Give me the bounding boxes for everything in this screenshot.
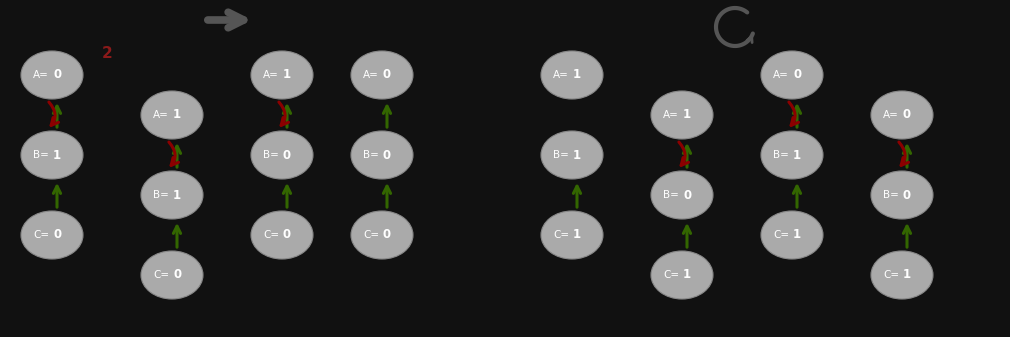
Text: 2: 2 — [102, 45, 112, 61]
Text: B=: B= — [553, 150, 569, 160]
Text: A=: A= — [364, 70, 379, 80]
Text: A=: A= — [883, 110, 899, 120]
Text: 1: 1 — [573, 149, 581, 161]
Text: B=: B= — [154, 190, 169, 200]
Ellipse shape — [141, 91, 203, 139]
Text: C=: C= — [363, 230, 379, 240]
Ellipse shape — [541, 211, 603, 259]
Text: 0: 0 — [903, 188, 911, 202]
Ellipse shape — [251, 131, 313, 179]
Text: B=: B= — [264, 150, 279, 160]
Ellipse shape — [651, 171, 713, 219]
Ellipse shape — [871, 251, 933, 299]
Text: A=: A= — [33, 70, 49, 80]
Text: B=: B= — [883, 190, 899, 200]
Ellipse shape — [351, 51, 413, 99]
Ellipse shape — [871, 171, 933, 219]
Text: 0: 0 — [793, 68, 801, 82]
Text: 1: 1 — [173, 109, 181, 122]
Text: 1: 1 — [793, 228, 801, 242]
Text: 1: 1 — [683, 269, 691, 281]
Ellipse shape — [651, 91, 713, 139]
Text: 0: 0 — [383, 68, 391, 82]
Ellipse shape — [251, 51, 313, 99]
Text: 1: 1 — [683, 109, 691, 122]
Ellipse shape — [21, 131, 83, 179]
Text: A=: A= — [664, 110, 679, 120]
Ellipse shape — [541, 51, 603, 99]
Text: C=: C= — [773, 230, 789, 240]
Text: 0: 0 — [283, 228, 291, 242]
Ellipse shape — [141, 251, 203, 299]
Text: A=: A= — [773, 70, 789, 80]
Ellipse shape — [761, 211, 823, 259]
Text: B=: B= — [773, 150, 789, 160]
Text: 0: 0 — [383, 149, 391, 161]
Ellipse shape — [761, 51, 823, 99]
Ellipse shape — [21, 211, 83, 259]
Text: 1: 1 — [793, 149, 801, 161]
Text: C=: C= — [883, 270, 899, 280]
Ellipse shape — [761, 131, 823, 179]
Text: B=: B= — [664, 190, 679, 200]
Text: 1: 1 — [283, 68, 291, 82]
Text: 0: 0 — [383, 228, 391, 242]
Text: C=: C= — [552, 230, 569, 240]
Ellipse shape — [141, 171, 203, 219]
Text: 0: 0 — [173, 269, 181, 281]
Text: 1: 1 — [573, 68, 581, 82]
Text: C=: C= — [153, 270, 169, 280]
Text: A=: A= — [154, 110, 169, 120]
Text: 0: 0 — [283, 149, 291, 161]
Text: 1: 1 — [573, 228, 581, 242]
Ellipse shape — [871, 91, 933, 139]
Text: 1: 1 — [53, 149, 62, 161]
Text: C=: C= — [263, 230, 279, 240]
Text: A=: A= — [264, 70, 279, 80]
Text: B=: B= — [364, 150, 379, 160]
Text: 0: 0 — [903, 109, 911, 122]
Ellipse shape — [251, 211, 313, 259]
Ellipse shape — [651, 251, 713, 299]
Text: A=: A= — [553, 70, 569, 80]
Text: 1: 1 — [173, 188, 181, 202]
Text: B=: B= — [33, 150, 49, 160]
Text: 0: 0 — [683, 188, 691, 202]
Text: C=: C= — [663, 270, 679, 280]
Ellipse shape — [351, 131, 413, 179]
Text: 0: 0 — [53, 68, 62, 82]
Text: 0: 0 — [53, 228, 62, 242]
Ellipse shape — [21, 51, 83, 99]
Ellipse shape — [541, 131, 603, 179]
Ellipse shape — [351, 211, 413, 259]
Text: C=: C= — [33, 230, 49, 240]
Text: 1: 1 — [903, 269, 911, 281]
